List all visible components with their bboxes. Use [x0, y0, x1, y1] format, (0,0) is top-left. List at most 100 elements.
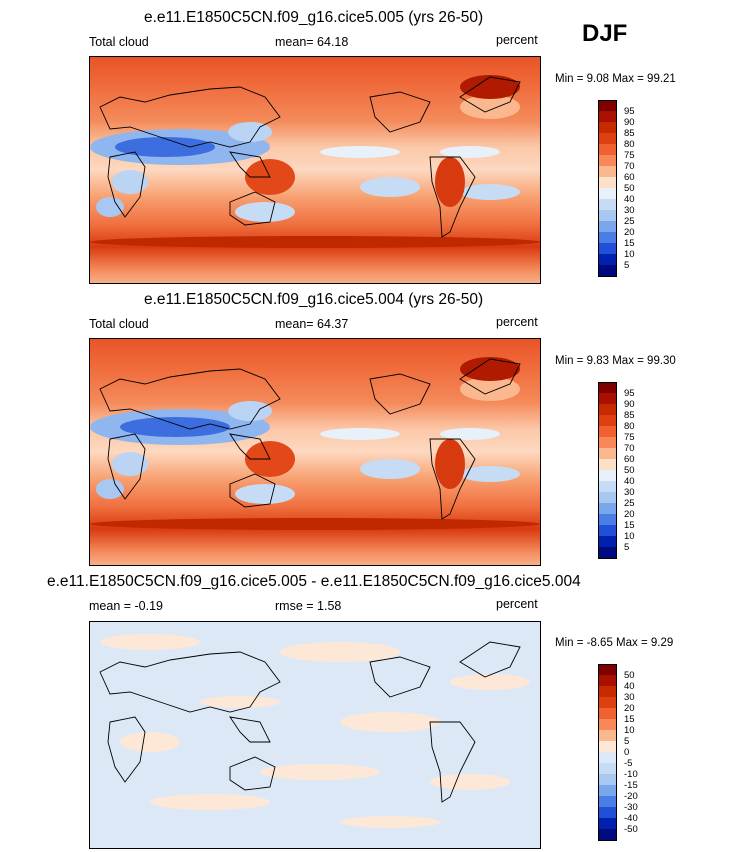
colorbar-tick-label: 5 [624, 542, 630, 553]
colorbar-swatch [598, 785, 617, 797]
colorbar-swatch [598, 730, 617, 742]
colorbar-swatch [598, 437, 617, 449]
colorbar-tick-label: 80 [624, 139, 635, 150]
panel-1-colorbar: 95 90 85 80 75 70 60 50 40 30 25 20 15 1… [598, 100, 658, 280]
colorbar-tick-label: 90 [624, 399, 635, 410]
colorbar-swatch [598, 796, 617, 808]
panel-2-minmax: Min = 9.83 Max = 99.30 [555, 355, 676, 367]
colorbar-swatch [598, 708, 617, 720]
colorbar-swatch [598, 404, 617, 416]
panel-1-low-cloud-regions [90, 95, 520, 222]
colorbar-swatch [598, 100, 617, 112]
panel-1-coastlines [99, 76, 521, 238]
colorbar-tick-label: 0 [624, 747, 630, 758]
colorbar-tick-label: 70 [624, 443, 635, 454]
colorbar-tick-label: 25 [624, 216, 635, 227]
colorbar-swatch [598, 675, 617, 687]
colorbar-tick-label: 75 [624, 432, 635, 443]
panel-2-units: percent [496, 315, 538, 329]
colorbar-swatch [598, 536, 617, 548]
panel-2-low-cloud-regions [90, 377, 520, 504]
panel-2-variable: Total cloud [89, 317, 149, 331]
colorbar-tick-label: 25 [624, 498, 635, 509]
colorbar-tick-label: 40 [624, 476, 635, 487]
colorbar-tick-label: 40 [624, 681, 635, 692]
colorbar-swatch [598, 763, 617, 775]
colorbar-tick-label: 95 [624, 388, 635, 399]
colorbar-tick-label: -10 [624, 769, 638, 780]
colorbar-swatch [598, 459, 617, 471]
colorbar-swatch [598, 254, 617, 266]
panel-3-mean: mean = -0.19 [89, 599, 164, 613]
colorbar-swatch [598, 525, 617, 537]
colorbar-tick-label: 20 [624, 227, 635, 238]
colorbar-tick-label: 50 [624, 183, 635, 194]
panel-1-variable: Total cloud [89, 35, 149, 49]
panel-3-field [90, 622, 540, 848]
colorbar-swatch [598, 697, 617, 709]
colorbar-swatch [598, 122, 617, 134]
panel-1-title: e.e11.E1850C5CN.f09_g16.cice5.005 (yrs 2… [144, 9, 484, 26]
colorbar-tick-label: 50 [624, 670, 635, 681]
colorbar-swatch [598, 818, 617, 830]
colorbar-tick-label: 30 [624, 692, 635, 703]
colorbar-tick-label: 50 [624, 465, 635, 476]
season-label: DJF [582, 20, 628, 47]
colorbar-tick-label: 5 [624, 260, 630, 271]
panel-1-map [89, 56, 541, 284]
colorbar-swatch [598, 514, 617, 526]
colorbar-swatch [598, 664, 617, 676]
panel-3-units: percent [496, 597, 538, 611]
panel-2-title: e.e11.E1850C5CN.f09_g16.cice5.004 (yrs 2… [144, 291, 484, 308]
colorbar-swatch [598, 492, 617, 504]
colorbar-swatch [598, 155, 617, 167]
colorbar-swatch [598, 829, 617, 841]
colorbar-tick-label: -40 [624, 813, 638, 824]
panel-3-positive-regions [100, 634, 530, 828]
colorbar-swatch [598, 752, 617, 764]
colorbar-tick-label: 15 [624, 714, 635, 725]
colorbar-tick-label: 70 [624, 161, 635, 172]
colorbar-swatch [598, 111, 617, 123]
colorbar-swatch [598, 265, 617, 277]
colorbar-swatch [598, 177, 617, 189]
colorbar-tick-label: -15 [624, 780, 638, 791]
colorbar-swatch [598, 232, 617, 244]
colorbar-swatch [598, 415, 617, 427]
colorbar-swatch [598, 741, 617, 753]
panel-2-field [90, 339, 540, 565]
colorbar-tick-label: 60 [624, 454, 635, 465]
colorbar-swatch [598, 199, 617, 211]
panel-1-units: percent [496, 33, 538, 47]
colorbar-swatch [598, 719, 617, 731]
colorbar-swatch [598, 448, 617, 460]
panel-3-rmse: rmse = 1.58 [275, 599, 342, 613]
colorbar-swatch [598, 470, 617, 482]
colorbar-tick-label: 20 [624, 703, 635, 714]
colorbar-tick-label: 30 [624, 205, 635, 216]
colorbar-tick-label: 5 [624, 736, 630, 747]
colorbar-tick-label: -50 [624, 824, 638, 835]
colorbar-tick-label: 95 [624, 106, 635, 117]
colorbar-tick-label: 60 [624, 172, 635, 183]
colorbar-swatch [598, 547, 617, 559]
colorbar-swatch [598, 503, 617, 515]
colorbar-swatch [598, 382, 617, 394]
panel-2-colorbar: 95 90 85 80 75 70 60 50 40 30 25 20 15 1… [598, 382, 658, 562]
colorbar-tick-label: 30 [624, 487, 635, 498]
panel-1-field [90, 57, 540, 283]
colorbar-swatch [598, 426, 617, 438]
colorbar-swatch [598, 188, 617, 200]
panel-2-coastlines [99, 358, 521, 520]
colorbar-tick-label: 40 [624, 194, 635, 205]
colorbar-swatch [598, 210, 617, 222]
colorbar-tick-label: -5 [624, 758, 633, 769]
panel-2-high-cloud-regions [90, 357, 540, 530]
colorbar-swatch [598, 481, 617, 493]
panel-3-coastlines [99, 641, 521, 803]
colorbar-tick-label: 75 [624, 150, 635, 161]
panel-3-map [89, 621, 541, 849]
colorbar-swatch [598, 686, 617, 698]
colorbar-tick-label: 15 [624, 520, 635, 531]
colorbar-tick-label: 90 [624, 117, 635, 128]
